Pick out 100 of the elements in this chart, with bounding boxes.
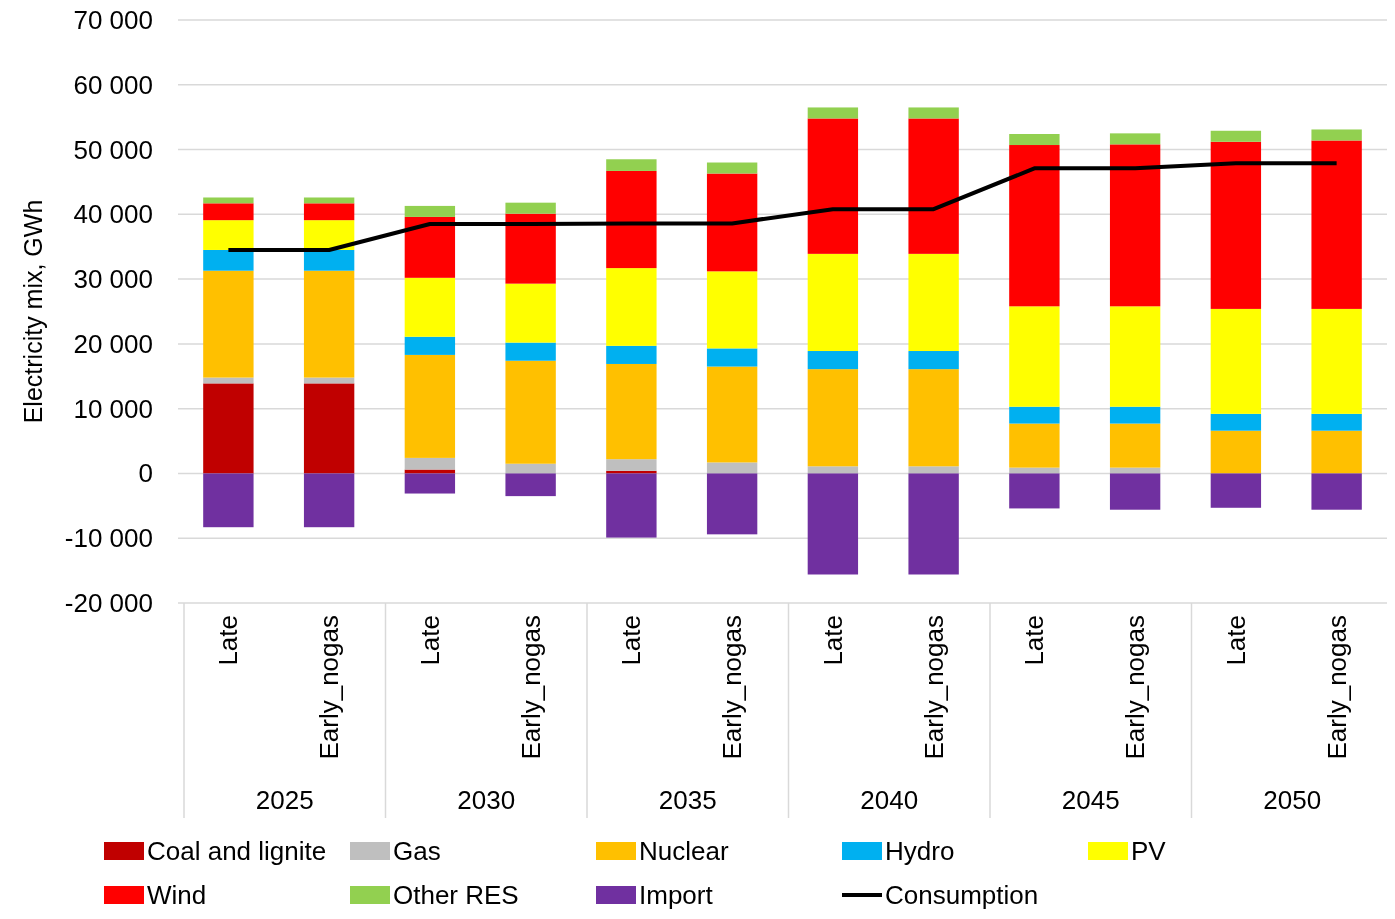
- bar: [1311, 473, 1362, 510]
- y-tick-label: 0: [138, 458, 153, 489]
- x-tick-label: Early_nogas: [1321, 615, 1352, 760]
- bar: [404, 277, 456, 337]
- bar: [1109, 306, 1161, 407]
- bar: [1109, 406, 1161, 424]
- bar: [1109, 133, 1161, 145]
- x-tick-label: Early_nogas: [918, 615, 949, 760]
- bar: [1210, 430, 1262, 474]
- legend-label: Hydro: [885, 836, 955, 866]
- legend-label: Nuclear: [639, 836, 729, 866]
- bar: [203, 197, 254, 204]
- bar: [706, 271, 758, 349]
- bar: [706, 473, 758, 535]
- bar: [807, 107, 859, 119]
- bar: [303, 383, 355, 474]
- x-tick-label: Late: [414, 615, 445, 666]
- bar: [505, 473, 556, 497]
- x-tick-label: Early_nogas: [1120, 615, 1151, 760]
- bar: [706, 173, 758, 272]
- bar: [505, 213, 556, 284]
- bar: [1009, 406, 1060, 424]
- bar: [606, 268, 657, 346]
- y-tick-label: 30 000: [73, 264, 153, 295]
- y-tick-label: -20 000: [64, 588, 153, 618]
- bar: [203, 383, 254, 474]
- bar: [404, 336, 456, 355]
- bar: [505, 342, 556, 361]
- legend-label: Wind: [147, 880, 207, 910]
- bar: [908, 351, 959, 370]
- bar: [1210, 473, 1262, 508]
- y-tick-label: -10 000: [64, 523, 153, 554]
- bar: [203, 473, 254, 528]
- bar: [807, 253, 859, 352]
- legend-label: Gas: [393, 836, 441, 866]
- bar: [303, 203, 355, 221]
- text: 2035: [658, 785, 717, 815]
- bar: [404, 473, 456, 494]
- bar: [1311, 413, 1362, 431]
- x-tick-label: Late: [1220, 615, 1251, 666]
- bar: [606, 159, 657, 171]
- bar: [203, 220, 254, 250]
- bar: [505, 463, 556, 474]
- y-tick-label: 40 000: [73, 199, 153, 230]
- bar: [606, 459, 657, 471]
- line-series: [226, 161, 1339, 252]
- bar: [908, 107, 959, 119]
- text: 2040: [860, 785, 919, 815]
- bar: [505, 202, 556, 214]
- text: 2045: [1061, 785, 1120, 815]
- bar: [807, 466, 859, 474]
- bar: [303, 197, 355, 204]
- bar: [908, 253, 959, 352]
- bar: [404, 354, 456, 458]
- bar: [1109, 473, 1161, 510]
- legend-label: Coal and lignite: [147, 836, 327, 866]
- x-tick-label: Late: [817, 615, 848, 666]
- bar: [203, 249, 254, 271]
- bar: [807, 118, 859, 254]
- bar: [203, 203, 254, 221]
- bar: [807, 369, 859, 467]
- bar: [908, 466, 959, 474]
- x-tick-label: Late: [213, 615, 244, 666]
- y-tick-label: 10 000: [73, 393, 153, 424]
- bar: [606, 473, 657, 538]
- bar: [1009, 134, 1060, 146]
- x-tick-label: Early_nogas: [717, 615, 748, 760]
- bar: [1109, 144, 1161, 307]
- bar: [908, 369, 959, 467]
- legend-label: Consumption: [885, 880, 1039, 910]
- bar: [807, 351, 859, 370]
- legend-label: PV: [1131, 836, 1167, 866]
- y-tick-label: 50 000: [73, 134, 153, 165]
- bar: [303, 249, 355, 271]
- bar: [606, 363, 657, 460]
- bar: [1311, 129, 1362, 141]
- bar: [303, 270, 355, 378]
- bar: [505, 360, 556, 464]
- bar: [1311, 140, 1362, 309]
- y-tick-label: 60 000: [73, 69, 153, 100]
- x-tick-label: Late: [1019, 615, 1050, 666]
- bar: [908, 118, 959, 254]
- legend-label: Import: [639, 880, 714, 910]
- bar: [1009, 145, 1060, 307]
- bar: [1311, 430, 1362, 474]
- bar: [706, 462, 758, 474]
- bar: [1210, 130, 1262, 142]
- bar: [1009, 473, 1060, 509]
- x-tick-label: Early_nogas: [515, 615, 546, 760]
- bar: [404, 205, 456, 217]
- y-tick-label: 20 000: [73, 328, 153, 359]
- bar: [404, 216, 456, 278]
- bar: [303, 473, 355, 528]
- bar: [1210, 141, 1262, 309]
- bar: [606, 345, 657, 364]
- x-tick-label: Early_nogas: [314, 615, 345, 760]
- bar: [505, 283, 556, 343]
- bar: [706, 366, 758, 463]
- bar: [1311, 308, 1362, 414]
- bar: [303, 220, 355, 250]
